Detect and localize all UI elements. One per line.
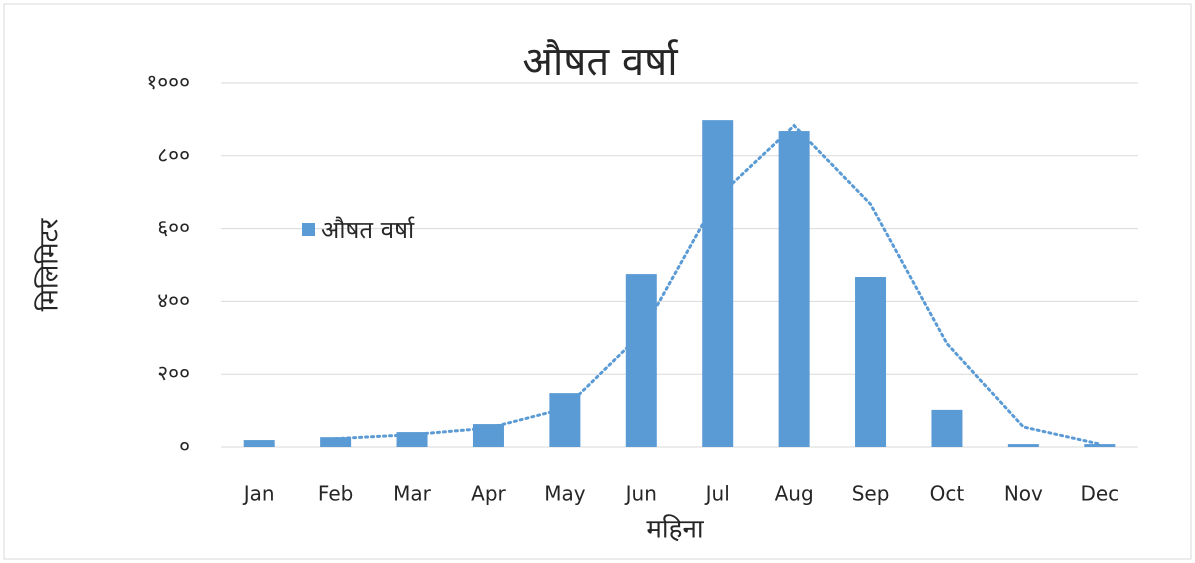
x-tick-label: Jan (242, 482, 275, 506)
y-tick-label: ० (179, 434, 190, 458)
x-tick-label: Jun (624, 482, 657, 506)
x-tick-label: Sep (852, 482, 890, 506)
x-tick-label: Feb (318, 482, 353, 506)
legend-swatch (302, 223, 315, 236)
x-tick-label: Oct (930, 482, 965, 506)
y-tick-label: ८०० (157, 143, 190, 167)
bar (855, 277, 887, 447)
x-tick-label: Jul (704, 482, 730, 506)
bar (320, 437, 352, 447)
y-tick-label: २०० (157, 361, 190, 385)
bar (702, 120, 734, 448)
x-tick-label: May (544, 482, 586, 506)
bar (243, 440, 275, 447)
legend-label: औषत वर्षा (321, 216, 415, 244)
chart-border (3, 3, 1192, 560)
x-tick-label: Nov (1004, 482, 1043, 506)
bar (778, 131, 810, 447)
bar (625, 274, 657, 447)
y-tick-label: ४०० (157, 288, 190, 312)
x-tick-label: Apr (471, 482, 506, 506)
y-tick-label: १००० (146, 70, 190, 94)
bar (1084, 444, 1116, 447)
x-tick-label: Dec (1080, 482, 1119, 506)
bar (931, 409, 963, 447)
x-tick-label: Aug (775, 482, 814, 506)
y-tick-label: ६०० (157, 216, 190, 240)
x-axis-title: महिना (646, 514, 705, 545)
bar (549, 393, 581, 447)
trendline (334, 123, 1102, 446)
bar (1007, 444, 1039, 447)
x-tick-label: Mar (393, 482, 432, 506)
y-axis-title: मिलिमिटर (34, 217, 65, 311)
chart-title: औषत वर्षा (522, 39, 678, 85)
